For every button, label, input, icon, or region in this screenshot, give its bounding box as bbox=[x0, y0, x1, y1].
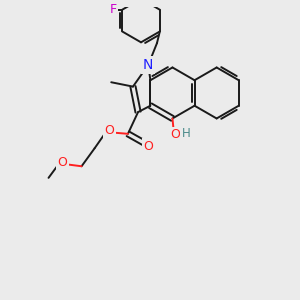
Text: F: F bbox=[110, 3, 116, 16]
Text: O: O bbox=[104, 124, 114, 137]
Text: O: O bbox=[143, 140, 153, 153]
Text: H: H bbox=[182, 127, 190, 140]
Text: O: O bbox=[57, 156, 67, 169]
Text: O: O bbox=[170, 128, 180, 142]
Text: N: N bbox=[143, 58, 153, 72]
